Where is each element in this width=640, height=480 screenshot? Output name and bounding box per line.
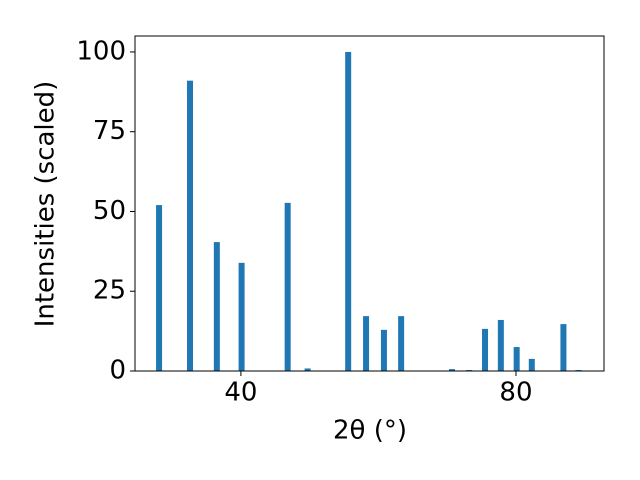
bar: [528, 358, 535, 371]
y-tick-label: 25: [93, 276, 126, 306]
x-tick-label: 40: [224, 378, 257, 408]
bar: [156, 205, 163, 371]
bar: [560, 324, 567, 371]
bar: [213, 242, 220, 371]
bar: [380, 329, 387, 371]
bar: [513, 347, 520, 371]
bar: [345, 51, 352, 371]
y-tick-label: 50: [93, 196, 126, 226]
bar: [187, 80, 194, 372]
x-axis-label: 2θ (°): [333, 416, 407, 446]
bar: [284, 202, 291, 371]
bar: [449, 369, 456, 371]
y-tick-label: 0: [109, 356, 126, 386]
plot-frame: [134, 35, 605, 372]
y-tick-label: 75: [93, 116, 126, 146]
bar: [363, 316, 370, 371]
bar: [238, 262, 245, 371]
bar: [482, 328, 489, 371]
y-axis-label: Intensities (scaled): [31, 81, 61, 328]
y-tick-label: 100: [76, 36, 126, 66]
x-tick-label: 80: [499, 378, 532, 408]
bar: [304, 368, 311, 371]
bar: [497, 319, 504, 371]
bar: [398, 316, 405, 371]
